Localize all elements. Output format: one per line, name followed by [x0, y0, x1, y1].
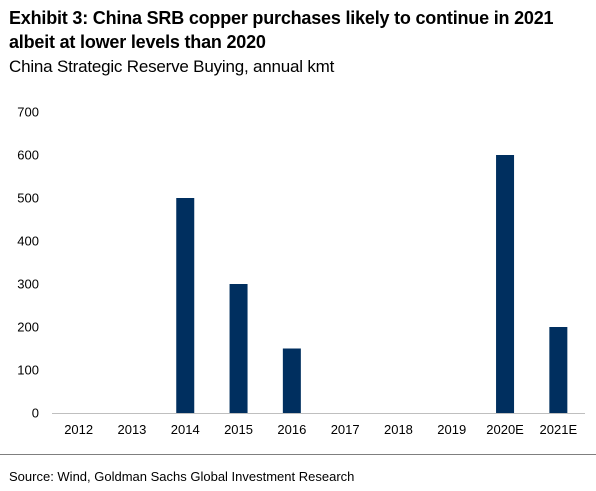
x-tick-label: 2019 [437, 422, 466, 437]
x-tick-label: 2012 [64, 422, 93, 437]
x-tick-label: 2014 [171, 422, 200, 437]
y-tick-label: 300 [17, 277, 39, 292]
chart-title: Exhibit 3: China SRB copper purchases li… [9, 8, 554, 52]
bar-2020e [496, 155, 515, 413]
x-tick-label: 2015 [224, 422, 253, 437]
y-tick-label: 400 [17, 234, 39, 249]
x-tick-label: 2021E [540, 422, 578, 437]
y-tick-label: 700 [17, 105, 39, 120]
y-tick-label: 200 [17, 320, 39, 335]
chart-subtitle: China Strategic Reserve Buying, annual k… [9, 57, 335, 76]
x-tick-label: 2018 [384, 422, 413, 437]
x-tick-label: 2013 [117, 422, 146, 437]
x-tick-label: 2017 [331, 422, 360, 437]
bar-2014 [176, 198, 195, 413]
bar-2021e [549, 327, 568, 413]
y-tick-label: 100 [17, 363, 39, 378]
x-tick-label: 2016 [277, 422, 306, 437]
y-tick-label: 0 [32, 406, 39, 421]
source-note: Source: Wind, Goldman Sachs Global Inves… [9, 469, 355, 484]
bar-2015 [229, 284, 248, 413]
bar-2016 [282, 348, 301, 413]
bar-chart: 0 100 200 300 400 500 600 700 2012 2013 2014 2015 20… [0, 105, 596, 455]
y-tick-label: 600 [17, 148, 39, 163]
x-tick-label: 2020E [486, 422, 524, 437]
y-tick-label: 500 [17, 191, 39, 206]
